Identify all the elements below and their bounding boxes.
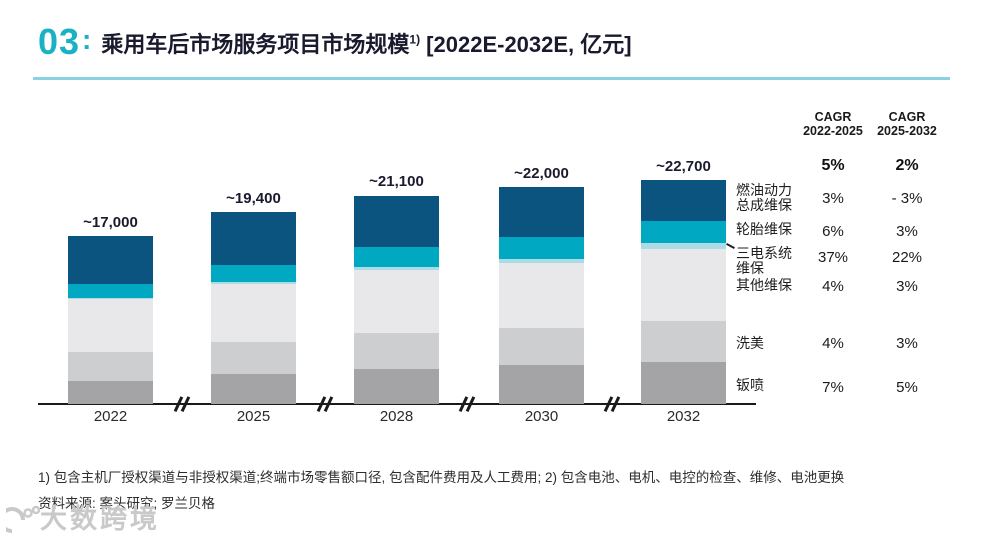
bar-2030 (499, 186, 584, 404)
legend-item-其他维保: 其他维保 (736, 277, 792, 293)
legend-item-燃油动力总成维保: 燃油动力 总成维保 (736, 182, 792, 214)
cagr-header-2025-2032: CAGR 2025-2032 (877, 110, 937, 139)
total-label-2025: ~19,400 (226, 190, 281, 208)
segment-其他维保-2032 (641, 248, 726, 321)
total-label-2028: ~21,100 (369, 173, 424, 191)
segment-轮胎维保-2022 (68, 284, 153, 299)
axis-break-3 (458, 395, 476, 413)
x-tick-2028: 2028 (379, 408, 414, 425)
segment-燃油动力总成维保-2032 (641, 179, 726, 222)
bar-2025 (211, 212, 296, 404)
watermark-logo-icon (6, 505, 40, 533)
page-title-main: 乘用车后市场服务项目市场规模 (101, 32, 410, 57)
source-line: 资料来源: 案头研究; 罗兰贝格 (38, 496, 216, 511)
segment-其他维保-2028 (354, 270, 439, 333)
legend-item-三电系统维保: 三电系统 维保 (736, 245, 792, 277)
section-number: 03 (38, 21, 81, 62)
footnote: 1) 包含主机厂授权渠道与非授权渠道;终端市场零售额口径, 包含配件费用及人工费… (38, 470, 845, 485)
cagr-wash-1: 4% (822, 335, 844, 352)
page-title: 乘用车后市场服务项目市场规模1) [2022E-2032E, 亿元] (101, 32, 631, 58)
cagr-paint-1: 7% (822, 379, 844, 396)
segment-钣喷-2028 (354, 369, 439, 404)
segment-洗美-2028 (354, 332, 439, 370)
segment-轮胎维保-2028 (354, 246, 439, 268)
cagr-other-1: 4% (822, 278, 844, 295)
segment-三电系统维保-2032 (641, 243, 726, 249)
legend-item-钣喷: 钣喷 (736, 377, 764, 393)
segment-洗美-2030 (499, 327, 584, 366)
total-label-2032: ~22,700 (656, 157, 711, 175)
page-title-suffix: [2022E-2032E, 亿元] (420, 32, 632, 57)
segment-三电系统维保-2022 (68, 298, 153, 300)
segment-燃油动力总成维保-2030 (499, 186, 584, 237)
cagr-tire-1: 6% (822, 223, 844, 240)
cagr-ev-system-2: 22% (891, 249, 923, 266)
total-label-2022: ~17,000 (83, 214, 138, 231)
segment-燃油动力总成维保-2028 (354, 195, 439, 247)
segment-三电系统维保-2028 (354, 267, 439, 271)
segment-钣喷-2032 (641, 362, 726, 404)
segment-燃油动力总成维保-2022 (68, 236, 153, 285)
cagr-paint-2: 5% (896, 379, 918, 396)
legend-leader-line (726, 243, 735, 249)
segment-其他维保-2025 (211, 283, 296, 343)
legend-item-轮胎维保: 轮胎维保 (736, 221, 792, 237)
segment-其他维保-2022 (68, 299, 153, 352)
cagr-total-2: 2% (895, 157, 919, 174)
segment-洗美-2022 (68, 351, 153, 381)
x-tick-2030: 2030 (524, 408, 559, 425)
watermark-text: 大数跨境 (40, 503, 160, 534)
cagr-ev-system-1: 37% (817, 249, 849, 266)
axis-break-4 (603, 395, 621, 413)
cagr-fuel-2: - 3% (891, 190, 923, 207)
segment-钣喷-2022 (68, 380, 153, 404)
segment-洗美-2032 (641, 321, 726, 362)
cagr-header-2022-2025: CAGR 2022-2025 (803, 110, 863, 139)
segment-轮胎维保-2032 (641, 221, 726, 244)
cagr-tire-2: 3% (896, 223, 918, 240)
x-tick-2025: 2025 (236, 408, 271, 425)
x-tick-2032: 2032 (666, 408, 701, 425)
segment-洗美-2025 (211, 342, 296, 375)
axis-break-1 (173, 395, 191, 413)
title-underline (33, 77, 950, 80)
bar-2032 (641, 179, 726, 404)
segment-其他维保-2030 (499, 262, 584, 328)
segment-燃油动力总成维保-2025 (211, 212, 296, 265)
cagr-other-2: 3% (896, 278, 918, 295)
x-axis (38, 403, 756, 405)
legend-item-洗美: 洗美 (736, 335, 764, 351)
segment-三电系统维保-2030 (499, 258, 584, 263)
bar-2022 (68, 236, 153, 404)
segment-三电系统维保-2025 (211, 281, 296, 284)
segment-钣喷-2025 (211, 374, 296, 404)
cagr-total-1: 5% (821, 157, 845, 174)
segment-轮胎维保-2030 (499, 236, 584, 259)
title-footnote-mark: 1) (409, 32, 421, 47)
watermark: 大数跨境 (6, 504, 160, 534)
total-label-2030: ~22,000 (514, 164, 569, 182)
bar-2028 (354, 195, 439, 404)
section-colon: : (82, 24, 92, 55)
page-header: 03 : 乘用车后市场服务项目市场规模1) [2022E-2032E, 亿元] (38, 24, 632, 60)
axis-break-2 (316, 395, 334, 413)
segment-钣喷-2030 (499, 365, 584, 404)
segment-轮胎维保-2025 (211, 264, 296, 282)
cagr-wash-2: 3% (896, 335, 918, 352)
x-tick-2022: 2022 (93, 408, 128, 425)
cagr-fuel-1: 3% (822, 190, 844, 207)
